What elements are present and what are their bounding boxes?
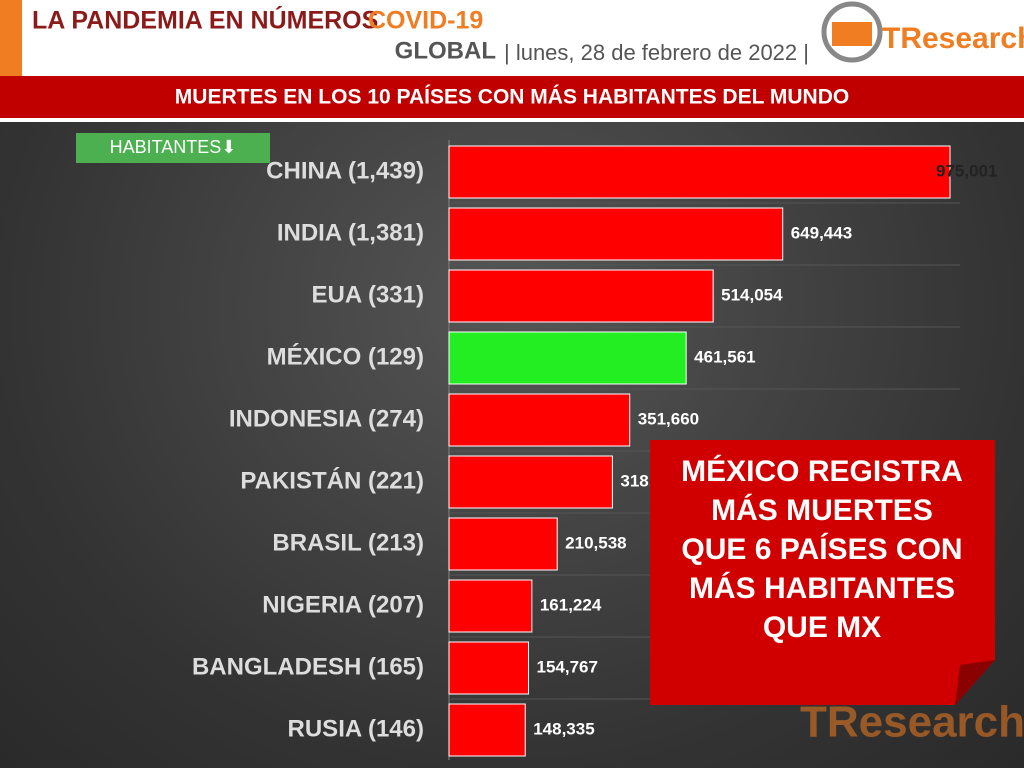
bar <box>448 703 526 757</box>
watermark: TResearch <box>800 698 1024 747</box>
value-label: 649,443 <box>791 223 852 242</box>
callout-line: QUE MX <box>763 611 881 644</box>
category-label: PAKISTÁN (221) <box>240 466 424 494</box>
value-label: 461,561 <box>694 347 755 366</box>
header-scope: GLOBAL <box>395 37 496 64</box>
category-label: EUA (331) <box>312 281 424 308</box>
category-label: MÉXICO (129) <box>267 342 424 370</box>
bar <box>448 641 530 695</box>
header-title: LA PANDEMIA EN NÚMEROS <box>32 5 378 35</box>
category-label: INDONESIA (274) <box>229 405 424 432</box>
category-label: BRASIL (213) <box>272 529 424 556</box>
category-label: NIGERIA (207) <box>262 591 424 618</box>
value-label: 154,767 <box>537 657 598 676</box>
bar <box>448 579 533 633</box>
legend-tag: HABITANTES⬇ <box>110 137 237 157</box>
bar <box>448 207 784 261</box>
logo-icon <box>832 22 872 46</box>
category-label: RUSIA (146) <box>288 715 424 742</box>
category-label: CHINA (1,439) <box>266 157 424 184</box>
header-accent <box>0 0 22 76</box>
category-label: BANGLADESH (165) <box>192 653 424 680</box>
value-label: 514,054 <box>721 285 783 304</box>
legend-tag-bg <box>76 133 270 163</box>
bar <box>448 393 631 447</box>
category-label: INDIA (1,381) <box>277 219 424 246</box>
callout-line: QUE 6 PAÍSES CON <box>681 532 962 566</box>
value-label: 210,538 <box>565 533 626 552</box>
header-date: | lunes, 28 de febrero de 2022 | <box>504 40 809 65</box>
bar <box>448 269 714 323</box>
bar <box>448 331 687 385</box>
value-label: 148,335 <box>533 719 594 738</box>
value-label: 351,660 <box>638 409 699 428</box>
chart-title: MUERTES EN LOS 10 PAÍSES CON MÁS HABITAN… <box>175 86 849 109</box>
callout-box <box>650 440 995 705</box>
callout-line: MÉXICO REGISTRA <box>681 454 963 488</box>
callout-fold <box>955 660 995 705</box>
value-label: 161,224 <box>540 595 602 614</box>
callout-line: MÁS MUERTES <box>711 493 933 527</box>
callout-line: MÁS HABITANTES <box>689 571 955 605</box>
logo-ring <box>821 1 883 63</box>
banner <box>0 76 1024 118</box>
bar <box>448 145 951 199</box>
value-label: 975,001 <box>936 161 997 180</box>
logo-text: TResearch <box>882 22 1024 55</box>
bar <box>448 455 613 509</box>
bar <box>448 517 558 571</box>
header-accent-title: COVID-19 <box>368 7 483 35</box>
divider <box>0 118 1024 122</box>
